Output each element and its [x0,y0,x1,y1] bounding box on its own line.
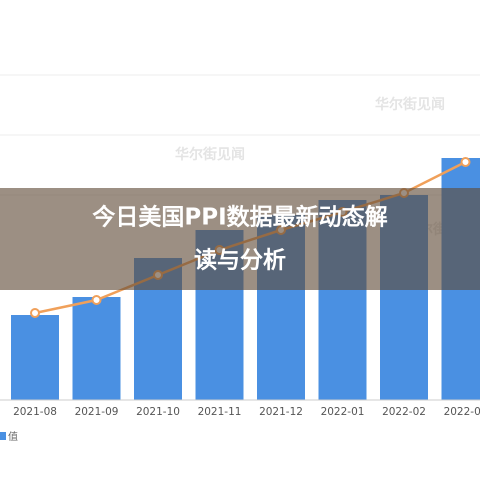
x-tick-label: 2021-11 [198,406,242,418]
x-tick-label: 2021-12 [259,406,303,418]
x-tick-label: 2022-03 [444,406,480,418]
x-tick-label: 2021-09 [75,406,119,418]
x-tick-label: 2022-02 [382,406,426,418]
x-labels: 2021-08 2021-09 2021-10 2021-11 2021-12 2022-… [13,406,480,418]
watermark: 华尔街见闻 [175,146,245,163]
x-tick-label: 2021-10 [136,406,180,418]
x-tick-label: 2022-01 [321,406,365,418]
line-point [30,308,40,318]
overlay-title: 读与分析 [194,248,286,274]
bar [11,315,59,400]
line-point [460,157,471,167]
legend-swatch [0,432,6,440]
watermark: 华尔街见闻 [375,96,445,113]
line-point [91,295,102,305]
bar [72,297,121,400]
plot [11,157,480,400]
title-overlay [0,188,480,290]
overlay-title: 今日美国PPI数据最新动态解 [92,204,387,231]
legend-label: 值 [8,430,18,443]
x-tick-label: 2021-08 [13,406,57,418]
